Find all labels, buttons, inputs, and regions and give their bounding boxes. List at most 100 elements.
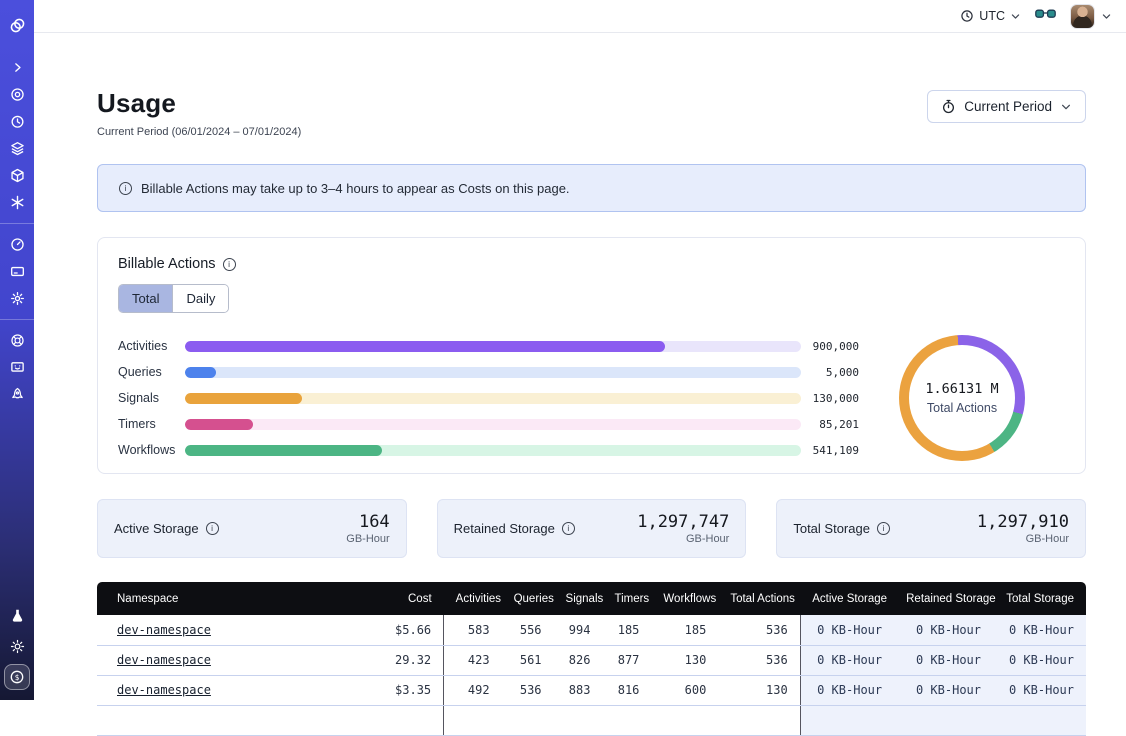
table-row[interactable]	[97, 705, 1086, 735]
usage-bar-row: Workflows 541,109	[118, 444, 859, 456]
settings-gear-icon[interactable]	[0, 285, 34, 312]
info-icon	[119, 182, 132, 195]
cell-signals: 826	[554, 645, 603, 675]
active-storage-label: Active Storage	[114, 521, 199, 536]
bar-track	[185, 367, 801, 378]
cell-queries: 536	[502, 675, 554, 705]
schedules-icon[interactable]	[0, 108, 34, 135]
theme-sun-icon[interactable]	[0, 633, 34, 660]
support-lifebuoy-icon[interactable]	[0, 327, 34, 354]
bar-label: Timers	[118, 417, 185, 431]
cell-total-storage: 0 KB-Hour	[993, 615, 1086, 645]
bar-label: Queries	[118, 365, 185, 379]
cell-queries	[502, 705, 554, 735]
active-storage-value: 164	[346, 512, 389, 532]
cell-active-storage: 0 KB-Hour	[800, 675, 894, 705]
column-header-total-actions: Total Actions	[718, 582, 800, 615]
cell-namespace: dev-namespace	[97, 615, 341, 645]
period-label: Current Period	[964, 99, 1052, 114]
billable-actions-card: Billable Actions Total Daily Activities9…	[97, 237, 1086, 474]
cell-namespace: dev-namespace	[97, 645, 341, 675]
temporal-logo-icon[interactable]	[0, 10, 34, 40]
expand-sidebar-chevron-icon[interactable]	[0, 54, 34, 81]
table-row[interactable]: dev-namespace$3.354925368838166001300 KB…	[97, 675, 1086, 705]
total-storage-value: 1,297,910	[977, 512, 1069, 532]
cell-total-storage: 0 KB-Hour	[993, 645, 1086, 675]
bar-track	[185, 393, 801, 404]
cell-signals: 994	[554, 615, 603, 645]
layers-icon[interactable]	[0, 135, 34, 162]
total-storage-label: Total Storage	[793, 521, 870, 536]
namespace-link[interactable]: dev-namespace	[117, 653, 211, 667]
getting-started-terminal-icon[interactable]	[0, 354, 34, 381]
usage-bar-row: Signals130,000	[118, 392, 859, 404]
namespaces-icon[interactable]	[0, 81, 34, 108]
sidebar: $	[0, 0, 34, 700]
info-icon[interactable]	[223, 258, 236, 271]
bar-value: 541,109	[801, 444, 859, 457]
svg-text:$: $	[15, 673, 20, 682]
total-storage-card: Total Storage 1,297,910 GB-Hour	[776, 499, 1086, 558]
cell-cost: $5.66	[341, 615, 444, 645]
column-header-retained-storage: Retained Storage	[894, 582, 993, 615]
bar-track	[185, 341, 801, 352]
cell-active-storage: 0 KB-Hour	[800, 615, 894, 645]
cell-total-actions: 536	[718, 645, 800, 675]
usage-bar-row: Queries 5,000	[118, 366, 859, 378]
column-header-workflows: Workflows	[651, 582, 718, 615]
retained-storage-value: 1,297,747	[637, 512, 729, 532]
billing-card-icon[interactable]	[0, 258, 34, 285]
labs-flask-icon[interactable]	[0, 602, 34, 629]
namespace-link[interactable]: dev-namespace	[117, 683, 211, 697]
bar-fill	[185, 445, 382, 456]
namespace-link[interactable]: dev-namespace	[117, 623, 211, 637]
retained-storage-label: Retained Storage	[454, 521, 555, 536]
timezone-selector[interactable]: UTC	[960, 9, 1021, 23]
nexus-asterisk-icon[interactable]	[0, 189, 34, 216]
info-icon[interactable]	[562, 522, 575, 535]
table-row[interactable]: dev-namespace$5.665835569941851855360 KB…	[97, 615, 1086, 645]
column-header-namespace: Namespace	[97, 582, 341, 615]
cell-timers	[602, 705, 651, 735]
table-header-row: NamespaceCostActivitiesQueriesSignalsTim…	[97, 582, 1086, 615]
glasses-icon[interactable]	[1035, 7, 1056, 25]
sidebar-divider	[0, 223, 34, 224]
cell-total-actions: 130	[718, 675, 800, 705]
total-actions-donut-chart: 1.66131 M Total Actions	[899, 335, 1025, 461]
bar-label: Workflows	[118, 443, 185, 457]
donut-total-value: 1.66131 M	[925, 381, 998, 397]
costs-coin-icon[interactable]: $	[4, 664, 30, 690]
tab-daily[interactable]: Daily	[172, 285, 228, 312]
timezone-label: UTC	[979, 9, 1005, 23]
topbar: UTC	[34, 0, 1126, 33]
clock-icon	[960, 9, 974, 23]
cell-activities: 423	[444, 645, 502, 675]
bar-value: 85,201	[801, 418, 859, 431]
cell-workflows: 130	[651, 645, 718, 675]
tab-total[interactable]: Total	[119, 285, 172, 312]
bar-value: 5,000	[801, 366, 859, 379]
deployments-cube-icon[interactable]	[0, 162, 34, 189]
cell-timers: 816	[602, 675, 651, 705]
info-icon[interactable]	[206, 522, 219, 535]
quickstart-rocket-icon[interactable]	[0, 381, 34, 408]
billable-actions-bar-chart: Activities900,000Queries5,000Signals130,…	[118, 340, 859, 456]
column-header-cost: Cost	[341, 582, 444, 615]
usage-bar-row: Timers 85,201	[118, 418, 859, 430]
donut-total-label: Total Actions	[927, 401, 997, 415]
cell-total-storage: 0 KB-Hour	[993, 675, 1086, 705]
info-icon[interactable]	[877, 522, 890, 535]
cell-retained-storage: 0 KB-Hour	[894, 615, 993, 645]
chevron-down-icon	[1010, 11, 1021, 22]
storage-summary-row: Active Storage 164 GB-Hour Retained Stor…	[97, 499, 1086, 558]
usage-gauge-icon[interactable]	[0, 231, 34, 258]
bar-fill	[185, 341, 665, 352]
chevron-down-icon	[1060, 101, 1072, 113]
chevron-down-icon[interactable]	[1101, 11, 1112, 22]
namespace-usage-table: NamespaceCostActivitiesQueriesSignalsTim…	[97, 582, 1086, 736]
cell-activities: 492	[444, 675, 502, 705]
table-row[interactable]: dev-namespace29.324235618268771305360 KB…	[97, 645, 1086, 675]
user-avatar[interactable]	[1070, 4, 1095, 29]
period-selector-button[interactable]: Current Period	[927, 90, 1086, 123]
cell-cost	[341, 705, 444, 735]
